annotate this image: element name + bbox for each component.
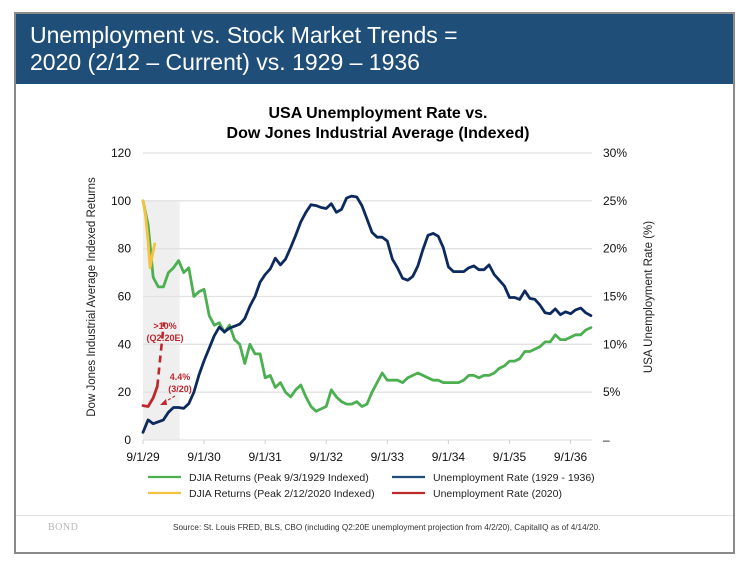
annotation-q2-label: >10% bbox=[153, 321, 176, 331]
y2-tick-label: 20% bbox=[603, 242, 627, 256]
y2-tick-label: 30% bbox=[603, 146, 627, 160]
x-tick-label: 9/1/34 bbox=[432, 450, 466, 464]
bond-logo: BOND bbox=[48, 522, 79, 533]
y2-tick-label: 25% bbox=[603, 194, 627, 208]
x-tick-label: 9/1/33 bbox=[371, 450, 405, 464]
y2-axis-label: USA Unemployment Rate (%) bbox=[643, 221, 655, 373]
source-note: Source: St. Louis FRED, BLS, CBO (includ… bbox=[173, 523, 601, 532]
y-tick-label: 80 bbox=[118, 242, 132, 256]
legend-label-djia_1929: DJIA Returns (Peak 9/3/1929 Indexed) bbox=[189, 472, 369, 484]
series-line-unemp_1929 bbox=[141, 194, 593, 434]
y-tick-label: 40 bbox=[118, 337, 132, 351]
y-axis-label: Dow Jones Industrial Average Indexed Ret… bbox=[86, 177, 98, 417]
y-tick-label: 120 bbox=[111, 146, 131, 160]
y-tick-label: 0 bbox=[124, 433, 131, 447]
series-line-unemp_2020 bbox=[141, 384, 159, 408]
chart-title-line1: USA Unemployment Rate vs. bbox=[268, 105, 487, 122]
series-line-djia_1929 bbox=[141, 199, 593, 413]
y2-tick-label: 5% bbox=[603, 385, 621, 399]
annotation-march-sublabel: (3/20) bbox=[168, 384, 192, 394]
series-line-djia_2020 bbox=[141, 199, 157, 270]
slide-title-line2: 2020 (2/12 – Current) vs. 1929 – 1936 bbox=[30, 49, 420, 75]
legend-label-djia_2020: DJIA Returns (Peak 2/12/2020 Indexed) bbox=[189, 488, 375, 500]
x-tick-label: 9/1/29 bbox=[126, 450, 160, 464]
x-tick-label: 9/1/32 bbox=[310, 450, 344, 464]
series-projection-unemp_2020 bbox=[156, 322, 166, 387]
slide-title-line1: Unemployment vs. Stock Market Trends = bbox=[30, 22, 458, 48]
annotation-march-label: 4.4% bbox=[170, 372, 191, 382]
slide-header: Unemployment vs. Stock Market Trends = 2… bbox=[16, 14, 733, 84]
chart-title-line2: Dow Jones Industrial Average (Indexed) bbox=[227, 125, 530, 142]
legend-label-unemp_1929: Unemployment Rate (1929 - 1936) bbox=[433, 472, 595, 484]
slide-frame: Unemployment vs. Stock Market Trends = 2… bbox=[14, 12, 735, 554]
y-tick-label: 20 bbox=[118, 385, 132, 399]
x-tick-label: 9/1/31 bbox=[248, 450, 282, 464]
legend-label-unemp_2020: Unemployment Rate (2020) bbox=[433, 488, 562, 500]
y2-tick-label: – bbox=[603, 433, 610, 447]
x-tick-label: 9/1/30 bbox=[187, 450, 221, 464]
footer-divider bbox=[16, 515, 733, 516]
annotation-q2-sublabel: (Q2:20E) bbox=[146, 333, 183, 343]
annotation-arrowhead bbox=[160, 399, 167, 405]
y-tick-label: 60 bbox=[118, 290, 132, 304]
y2-tick-label: 10% bbox=[603, 337, 627, 351]
x-tick-label: 9/1/35 bbox=[493, 450, 527, 464]
y-tick-label: 100 bbox=[111, 194, 131, 208]
x-tick-label: 9/1/36 bbox=[554, 450, 588, 464]
y2-tick-label: 15% bbox=[603, 290, 627, 304]
